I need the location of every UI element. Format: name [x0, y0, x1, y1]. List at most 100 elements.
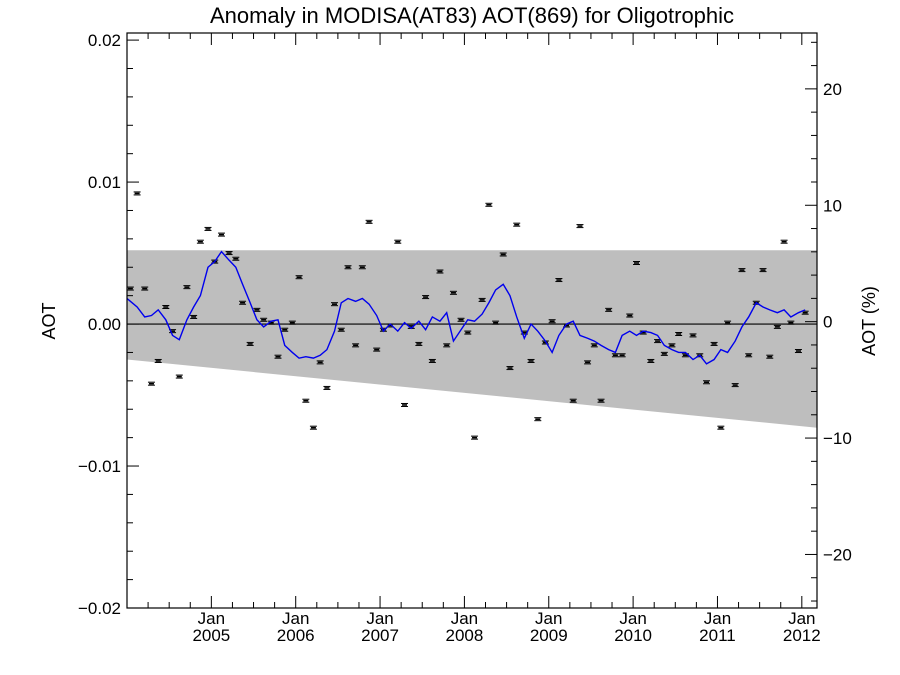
data-point: [534, 417, 542, 422]
data-point: [295, 275, 303, 280]
data-point: [605, 307, 613, 312]
data-point: [555, 278, 563, 283]
data-point: [373, 347, 381, 352]
data-point: [738, 268, 746, 273]
y-left-tick-label: 0.01: [88, 173, 121, 192]
data-point: [394, 239, 402, 244]
data-point: [464, 330, 472, 335]
data-point: [618, 353, 626, 358]
data-point: [141, 286, 149, 291]
data-point: [745, 353, 753, 358]
data-point: [611, 353, 619, 358]
data-point: [365, 219, 373, 224]
y-left-tick-label: 0.02: [88, 31, 121, 50]
data-point: [337, 327, 345, 332]
data-point: [702, 380, 710, 385]
data-point: [626, 313, 634, 318]
x-tick-year-label: 2010: [614, 626, 652, 645]
x-tick-month-label: Jan: [451, 609, 478, 628]
data-point: [569, 398, 577, 403]
data-point: [352, 343, 360, 348]
data-point: [449, 290, 457, 295]
data-point: [773, 324, 781, 329]
data-point: [239, 300, 247, 305]
data-point: [506, 366, 514, 371]
data-point: [260, 317, 268, 322]
data-point: [302, 398, 310, 403]
data-point: [780, 239, 788, 244]
data-point: [246, 341, 254, 346]
data-point: [689, 333, 697, 338]
data-point: [232, 256, 240, 261]
data-point: [766, 354, 774, 359]
smoothed-series-line: [127, 250, 806, 365]
x-tick-month-label: Jan: [366, 609, 393, 628]
data-point: [415, 341, 423, 346]
data-point: [675, 331, 683, 336]
data-point: [401, 402, 409, 407]
data-point: [513, 222, 521, 227]
data-point: [358, 265, 366, 270]
y-right-tick-label: −20: [823, 545, 852, 564]
data-point: [196, 239, 204, 244]
data-point: [485, 202, 493, 207]
data-point: [584, 360, 592, 365]
x-tick-year-label: 2012: [783, 626, 821, 645]
y-left-tick-label: −0.01: [78, 457, 121, 476]
y-axis-left-label: AOT: [39, 302, 59, 339]
uncertainty-band: [127, 250, 817, 428]
y-axis-right-label: AOT (%): [859, 286, 879, 356]
data-point: [597, 398, 605, 403]
data-point: [147, 381, 155, 386]
data-point: [590, 343, 598, 348]
data-point: [668, 343, 676, 348]
data-point: [281, 327, 289, 332]
x-tick-month-label: Jan: [198, 609, 225, 628]
data-point: [217, 232, 225, 237]
x-tick-year-label: 2007: [361, 626, 399, 645]
data-point: [471, 435, 479, 440]
data-point: [190, 314, 198, 319]
y-right-tick-label: 0: [823, 313, 832, 332]
x-tick-month-label: Jan: [282, 609, 309, 628]
y-right-tick-label: 20: [823, 80, 842, 99]
data-point: [759, 268, 767, 273]
y-right-tick-label: −10: [823, 429, 852, 448]
data-point: [309, 425, 317, 430]
chart-title: Anomaly in MODISA(AT83) AOT(869) for Oli…: [210, 3, 734, 28]
data-point: [428, 358, 436, 363]
data-point: [443, 343, 451, 348]
data-point: [133, 191, 141, 196]
data-point: [632, 261, 640, 265]
data-point: [794, 349, 802, 354]
data-point: [436, 269, 444, 274]
data-point: [576, 224, 584, 229]
data-point: [344, 265, 352, 270]
data-point: [457, 317, 465, 322]
data-point: [660, 351, 668, 356]
x-tick-year-label: 2009: [530, 626, 568, 645]
data-point: [183, 285, 191, 290]
plot-area: [126, 32, 818, 609]
data-point: [331, 302, 339, 307]
x-tick-month-label: Jan: [535, 609, 562, 628]
x-tick-year-label: 2006: [277, 626, 315, 645]
data-point: [288, 320, 296, 325]
data-point: [548, 319, 556, 324]
data-point: [253, 307, 261, 312]
x-tick-month-label: Jan: [788, 609, 815, 628]
data-point: [127, 286, 134, 291]
data-point: [175, 374, 183, 379]
x-tick-year-label: 2011: [699, 626, 736, 645]
x-tick-year-label: 2008: [445, 626, 483, 645]
data-point: [492, 320, 500, 325]
data-point: [422, 295, 430, 300]
y-left-tick-label: −0.02: [78, 599, 121, 618]
data-point: [274, 354, 282, 359]
data-point: [710, 341, 718, 346]
x-tick-month-label: Jan: [619, 609, 646, 628]
x-tick-month-label: Jan: [704, 609, 731, 628]
data-point: [316, 360, 324, 365]
data-point: [225, 251, 233, 256]
